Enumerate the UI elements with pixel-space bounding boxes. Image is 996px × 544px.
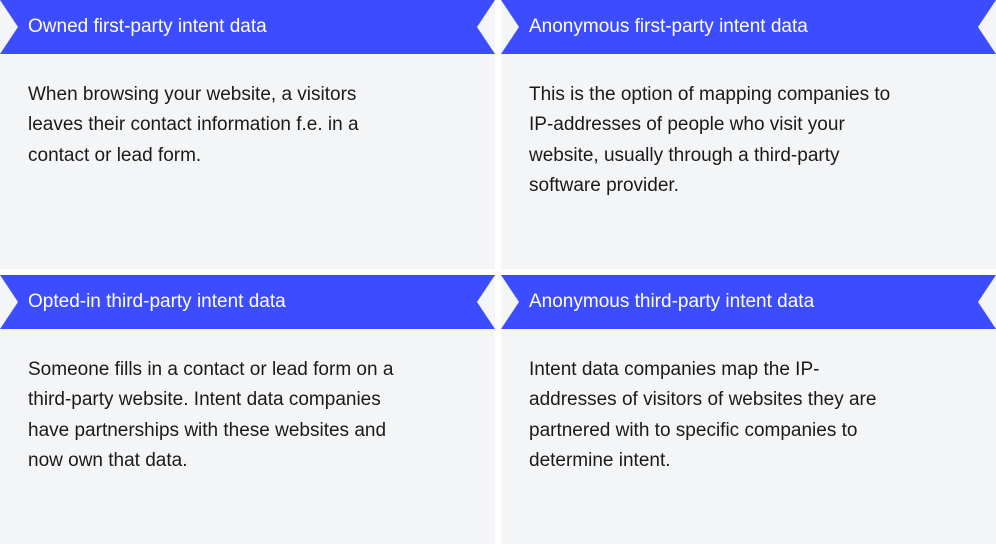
- card-anonymous-third-party: Anonymous third-party intent data Intent…: [501, 275, 996, 544]
- card-header: Owned first-party intent data: [0, 0, 495, 54]
- intent-data-grid: Owned first-party intent data When brows…: [0, 0, 996, 544]
- card-opted-in-third-party: Opted-in third-party intent data Someone…: [0, 275, 495, 544]
- card-body: Someone fills in a contact or lead form …: [0, 329, 430, 497]
- card-title: Anonymous first-party intent data: [529, 16, 808, 38]
- card-header: Opted-in third-party intent data: [0, 275, 495, 329]
- card-header: Anonymous first-party intent data: [501, 0, 996, 54]
- card-body: This is the option of mapping companies …: [501, 54, 931, 222]
- card-owned-first-party: Owned first-party intent data When brows…: [0, 0, 495, 269]
- card-header: Anonymous third-party intent data: [501, 275, 996, 329]
- card-body: When browsing your website, a visitors l…: [0, 54, 430, 191]
- card-title: Owned first-party intent data: [28, 16, 267, 38]
- card-title: Opted-in third-party intent data: [28, 291, 286, 313]
- card-body: Intent data companies map the IP-address…: [501, 329, 931, 497]
- card-anonymous-first-party: Anonymous first-party intent data This i…: [501, 0, 996, 269]
- card-title: Anonymous third-party intent data: [529, 291, 814, 313]
